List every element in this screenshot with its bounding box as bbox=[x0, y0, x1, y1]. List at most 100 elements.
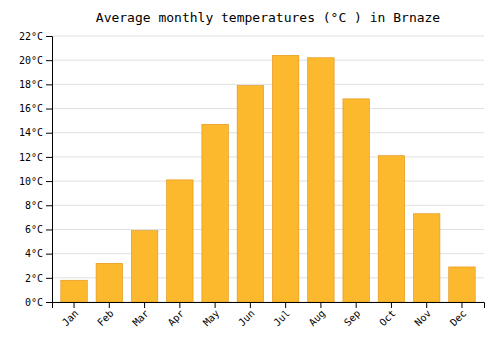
bar bbox=[237, 86, 263, 302]
y-tick-mark bbox=[46, 302, 52, 303]
x-tick-label: May bbox=[201, 308, 222, 329]
x-tick-mark bbox=[461, 302, 462, 308]
y-tick: 4°C bbox=[25, 248, 52, 259]
chart-container: 0°C 2°C 4°C 6°C 8°C 10°C 12°C 14°C 16°C 18°C 20°C 2… bbox=[0, 0, 500, 350]
bar bbox=[202, 124, 228, 302]
grid-line bbox=[52, 60, 484, 61]
bar bbox=[96, 263, 122, 302]
grid-line bbox=[52, 156, 484, 157]
x-tick: Jun bbox=[236, 302, 257, 328]
y-tick-label: 22°C bbox=[19, 31, 43, 42]
x-tick-label: Feb bbox=[95, 308, 116, 329]
bar bbox=[343, 99, 369, 302]
grid bbox=[52, 36, 484, 302]
x-tick-mark bbox=[391, 302, 392, 308]
x-tick: Jan bbox=[60, 302, 81, 328]
grid-line bbox=[52, 108, 484, 109]
x-tick: Nov bbox=[413, 302, 434, 328]
x-tick: Oct bbox=[377, 302, 398, 328]
x-tick-label: Sep bbox=[342, 308, 363, 329]
x-axis-line bbox=[53, 303, 485, 309]
plot-area: 0°C 2°C 4°C 6°C 8°C 10°C 12°C 14°C 16°C 18°C 20°C 2… bbox=[19, 31, 485, 329]
x-tick-mark bbox=[250, 302, 251, 308]
y-tick-mark bbox=[46, 109, 52, 110]
y-tick-label: 20°C bbox=[19, 55, 43, 66]
y-tick-label: 10°C bbox=[19, 176, 43, 187]
x-tick: Feb bbox=[95, 302, 116, 328]
x-tick-label: Jun bbox=[236, 308, 257, 329]
y-axis-line bbox=[46, 37, 53, 303]
chart-title: Average monthly temperatures (°C ) in Br… bbox=[96, 10, 441, 25]
x-tick-label: Nov bbox=[413, 308, 434, 329]
y-tick-label: 14°C bbox=[19, 127, 43, 138]
bar bbox=[272, 55, 298, 302]
y-tick-mark bbox=[46, 229, 52, 230]
x-tick-mark bbox=[179, 302, 180, 308]
y-tick-label: 12°C bbox=[19, 152, 43, 163]
y-tick: 16°C bbox=[19, 103, 52, 114]
y-tick-label: 0°C bbox=[25, 297, 43, 308]
grid-line bbox=[52, 181, 484, 182]
y-tick-label: 6°C bbox=[25, 224, 43, 235]
x-tick-mark bbox=[215, 302, 216, 308]
y-tick-mark bbox=[46, 84, 52, 85]
chart-svg: 0°C 2°C 4°C 6°C 8°C 10°C 12°C 14°C 16°C 18°C 20°C 2… bbox=[0, 0, 500, 350]
x-tick-mark bbox=[144, 302, 145, 308]
y-axis: 0°C 2°C 4°C 6°C 8°C 10°C 12°C 14°C 16°C 18°C 20°C 2… bbox=[19, 31, 53, 308]
y-tick-mark bbox=[46, 205, 52, 206]
x-tick-mark bbox=[356, 302, 357, 308]
grid-line bbox=[52, 132, 484, 133]
x-tick-mark bbox=[285, 302, 286, 308]
bar bbox=[308, 58, 334, 302]
x-tick: Apr bbox=[166, 302, 187, 328]
x-tick-label: Aug bbox=[307, 308, 328, 329]
bar bbox=[378, 156, 404, 302]
y-tick-mark bbox=[46, 157, 52, 158]
y-tick: 6°C bbox=[25, 224, 52, 235]
x-tick: Jul bbox=[271, 302, 292, 328]
y-tick: 12°C bbox=[19, 152, 52, 163]
x-tick-mark bbox=[320, 302, 321, 308]
x-tick: Aug bbox=[307, 302, 328, 328]
x-tick-label: Mar bbox=[130, 308, 151, 329]
y-tick-label: 8°C bbox=[25, 200, 43, 211]
y-tick: 0°C bbox=[25, 297, 52, 308]
y-tick-label: 2°C bbox=[25, 273, 43, 284]
x-tick: May bbox=[201, 302, 222, 328]
y-tick: 22°C bbox=[19, 31, 52, 42]
bar bbox=[413, 214, 439, 302]
y-tick-mark bbox=[46, 36, 52, 37]
grid-line bbox=[52, 36, 484, 37]
x-tick: Dec bbox=[448, 302, 469, 328]
bar bbox=[449, 267, 475, 302]
x-tick-label: Apr bbox=[166, 308, 187, 329]
bars bbox=[61, 55, 475, 302]
x-tick-mark bbox=[426, 302, 427, 308]
grid-line bbox=[52, 205, 484, 206]
bar bbox=[131, 231, 157, 302]
grid-line bbox=[52, 84, 484, 85]
x-tick-mark bbox=[74, 302, 75, 308]
x-tick: Mar bbox=[130, 302, 151, 328]
y-tick: 2°C bbox=[25, 273, 52, 284]
x-tick-label: Jan bbox=[60, 308, 81, 329]
x-tick-label: Dec bbox=[448, 308, 469, 329]
y-tick: 20°C bbox=[19, 55, 52, 66]
y-tick-label: 16°C bbox=[19, 103, 43, 114]
y-tick-mark bbox=[46, 60, 52, 61]
x-tick-label: Oct bbox=[377, 308, 398, 329]
y-tick: 10°C bbox=[19, 176, 52, 187]
bar bbox=[167, 180, 193, 302]
bar bbox=[61, 280, 87, 302]
y-tick-label: 18°C bbox=[19, 79, 43, 90]
x-tick-label: Jul bbox=[271, 308, 292, 329]
y-tick-mark bbox=[46, 133, 52, 134]
x-tick: Sep bbox=[342, 302, 363, 328]
y-tick: 18°C bbox=[19, 79, 52, 90]
y-tick-mark bbox=[46, 181, 52, 182]
y-tick-label: 4°C bbox=[25, 248, 43, 259]
x-axis: Jan Feb Mar Apr May Jun Jul Aug Sep Oct Nov Dec bbox=[53, 302, 485, 328]
y-tick-mark bbox=[46, 254, 52, 255]
y-tick-mark bbox=[46, 278, 52, 279]
x-tick-mark bbox=[109, 302, 110, 308]
